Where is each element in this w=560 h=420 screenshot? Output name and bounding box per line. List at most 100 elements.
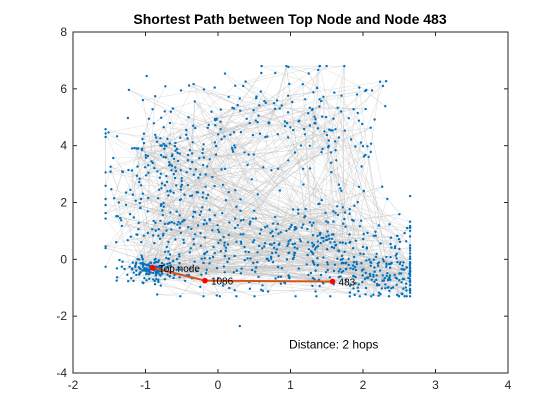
graph-node <box>368 258 371 261</box>
graph-node <box>294 295 297 298</box>
graph-node <box>253 209 256 212</box>
graph-node <box>343 64 346 68</box>
graph-node <box>291 208 295 211</box>
graph-node <box>143 267 146 270</box>
graph-node <box>163 263 166 266</box>
graph-node <box>166 137 169 140</box>
graph-node <box>373 280 376 283</box>
graph-node <box>184 133 188 136</box>
graph-node <box>355 93 359 96</box>
graph-node <box>279 231 282 234</box>
graph-node <box>213 141 217 144</box>
graph-node <box>343 250 346 253</box>
graph-node <box>155 140 159 143</box>
graph-node <box>314 290 317 293</box>
graph-node <box>269 231 272 235</box>
graph-node <box>348 212 351 215</box>
graph-node <box>186 184 189 187</box>
graph-node <box>344 262 347 265</box>
graph-node <box>287 65 290 69</box>
graph-node <box>104 132 107 135</box>
graph-node <box>164 250 167 253</box>
graph-node <box>317 202 320 206</box>
graph-node <box>112 197 116 200</box>
graph-node <box>322 240 325 243</box>
graph-node <box>166 222 170 225</box>
graph-node <box>395 257 398 260</box>
graph-node <box>298 119 301 122</box>
graph-node <box>364 153 367 157</box>
graph-node <box>132 216 135 219</box>
graph-node <box>401 278 404 281</box>
graph-node <box>179 222 182 225</box>
x-tick-label: 1 <box>287 378 294 392</box>
graph-node <box>248 287 252 290</box>
graph-node <box>130 147 134 150</box>
graph-node <box>156 271 160 274</box>
graph-node <box>217 230 221 234</box>
graph-node <box>157 234 160 237</box>
graph-node <box>203 236 207 239</box>
graph-node <box>183 279 187 282</box>
graph-node <box>153 258 156 261</box>
graph-node <box>220 138 223 141</box>
graph-node <box>408 235 412 238</box>
y-tick-label: -4 <box>56 366 67 380</box>
graph-node <box>178 226 181 230</box>
graph-node <box>177 220 180 224</box>
graph-node <box>293 151 297 154</box>
graph-node <box>280 267 284 270</box>
graph-node <box>224 249 227 252</box>
graph-node <box>153 167 156 170</box>
graph-node <box>128 212 132 216</box>
graph-node <box>358 295 361 298</box>
graph-node <box>115 241 118 244</box>
graph-node <box>160 182 164 185</box>
graph-node <box>329 161 333 164</box>
graph-node <box>335 159 338 162</box>
graph-node <box>398 240 402 244</box>
graph-node <box>208 262 211 265</box>
graph-node <box>179 169 182 172</box>
graph-node <box>159 137 162 140</box>
graph-node <box>340 271 343 274</box>
graph-node <box>339 268 342 271</box>
graph-node <box>389 242 392 246</box>
graph-node <box>272 246 276 250</box>
graph-node <box>204 272 208 275</box>
graph-node <box>231 150 235 153</box>
graph-node <box>128 265 131 268</box>
graph-node <box>165 174 168 178</box>
graph-node <box>402 261 405 264</box>
graph-node <box>408 262 412 265</box>
graph-node <box>223 254 227 258</box>
graph-node <box>408 266 412 270</box>
graph-node <box>339 275 342 278</box>
graph-node <box>178 276 181 279</box>
graph-node <box>132 271 135 274</box>
graph-node <box>104 203 107 207</box>
graph-node <box>393 273 396 277</box>
graph-node <box>190 227 193 231</box>
graph-node <box>360 165 363 168</box>
graph-node <box>252 261 255 265</box>
graph-node <box>276 133 279 136</box>
graph-node <box>266 290 270 293</box>
graph-node <box>226 260 229 264</box>
graph-node <box>272 222 275 225</box>
graph-node <box>377 224 381 227</box>
graph-node <box>401 292 404 296</box>
graph-node <box>170 169 173 172</box>
graph-node <box>104 217 107 220</box>
graph-node <box>153 261 156 265</box>
graph-node <box>216 133 220 136</box>
graph-node <box>136 165 139 168</box>
graph-node <box>145 279 148 282</box>
graph-node <box>372 275 375 278</box>
graph-node <box>162 142 165 145</box>
graph-node <box>216 224 219 227</box>
graph-node <box>307 112 310 115</box>
graph-node <box>372 273 375 276</box>
